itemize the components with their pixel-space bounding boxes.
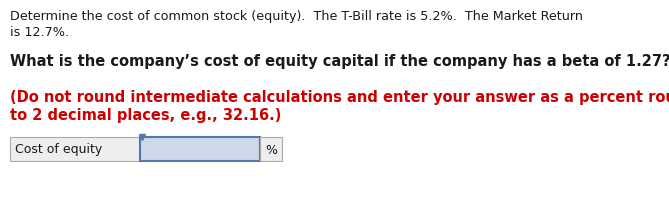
Bar <box>10 137 140 161</box>
Text: Cost of equity: Cost of equity <box>15 143 102 156</box>
Text: What is the company’s cost of equity capital if the company has a beta of 1.27?: What is the company’s cost of equity cap… <box>10 54 669 69</box>
Text: is 12.7%.: is 12.7%. <box>10 26 69 39</box>
Bar <box>260 137 282 161</box>
Text: %: % <box>265 143 277 156</box>
Text: Determine the cost of common stock (equity).  The T-Bill rate is 5.2%.  The Mark: Determine the cost of common stock (equi… <box>10 10 583 23</box>
Bar <box>140 137 260 161</box>
Text: (Do not round intermediate calculations and enter your answer as a percent round: (Do not round intermediate calculations … <box>10 90 669 104</box>
Text: to 2 decimal places, e.g., 32.16.): to 2 decimal places, e.g., 32.16.) <box>10 108 282 122</box>
